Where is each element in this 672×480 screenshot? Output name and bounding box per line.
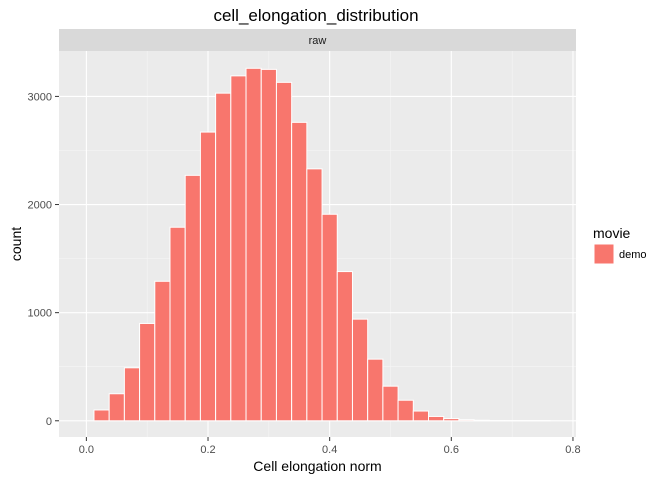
histogram-bar (260, 68, 277, 422)
histogram-bar (382, 385, 399, 422)
histogram-bar (306, 168, 323, 422)
y-tick-label: 1000 (28, 308, 52, 320)
legend-title: movie (593, 225, 631, 241)
x-tick-label: 0.8 (565, 444, 580, 456)
histogram-bar (367, 358, 384, 422)
histogram-bar (275, 81, 293, 422)
histogram-bar (215, 92, 232, 422)
y-tick-label: 0 (46, 416, 52, 428)
y-axis-label: count (8, 227, 24, 261)
legend: movie demo (593, 225, 647, 265)
histogram-bar (336, 271, 353, 422)
histogram-bar (428, 415, 445, 422)
x-tick-label: 0.6 (444, 444, 459, 456)
x-tick-label: 0.4 (322, 444, 337, 456)
histogram-bar (412, 410, 430, 422)
histogram-bar (93, 409, 110, 422)
y-axis: 0 1000 2000 3000 (28, 91, 59, 428)
facet-strip-label: raw (309, 35, 327, 47)
histogram-bar (184, 174, 201, 422)
histogram-bar (154, 280, 171, 422)
histogram-bar (108, 393, 125, 422)
histogram-bar (230, 75, 247, 422)
histogram-bar (245, 67, 262, 422)
histogram-bar (139, 322, 156, 422)
legend-key-demo (593, 243, 615, 265)
histogram-bar (169, 226, 186, 422)
x-axis: 0.0 0.2 0.4 0.6 0.8 (79, 437, 581, 456)
chart-title: cell_elongation_distribution (213, 6, 418, 25)
x-tick-label: 0.2 (200, 444, 215, 456)
histogram-bar (473, 419, 490, 422)
histogram-bar (199, 131, 217, 422)
histogram-bar (123, 367, 141, 422)
y-tick-label: 2000 (28, 200, 52, 212)
histogram-bar (351, 318, 369, 422)
histogram-bars (93, 67, 551, 422)
histogram-bar (458, 419, 475, 422)
facet-strip (59, 29, 576, 51)
histogram-bar (291, 121, 308, 422)
x-axis-label: Cell elongation norm (253, 458, 381, 474)
y-tick-label: 3000 (28, 91, 52, 103)
legend-label-demo: demo (619, 249, 647, 261)
histogram-bar (397, 399, 414, 422)
x-tick-label: 0.0 (79, 444, 94, 456)
histogram-bar (443, 418, 460, 422)
histogram-bar (321, 213, 338, 422)
